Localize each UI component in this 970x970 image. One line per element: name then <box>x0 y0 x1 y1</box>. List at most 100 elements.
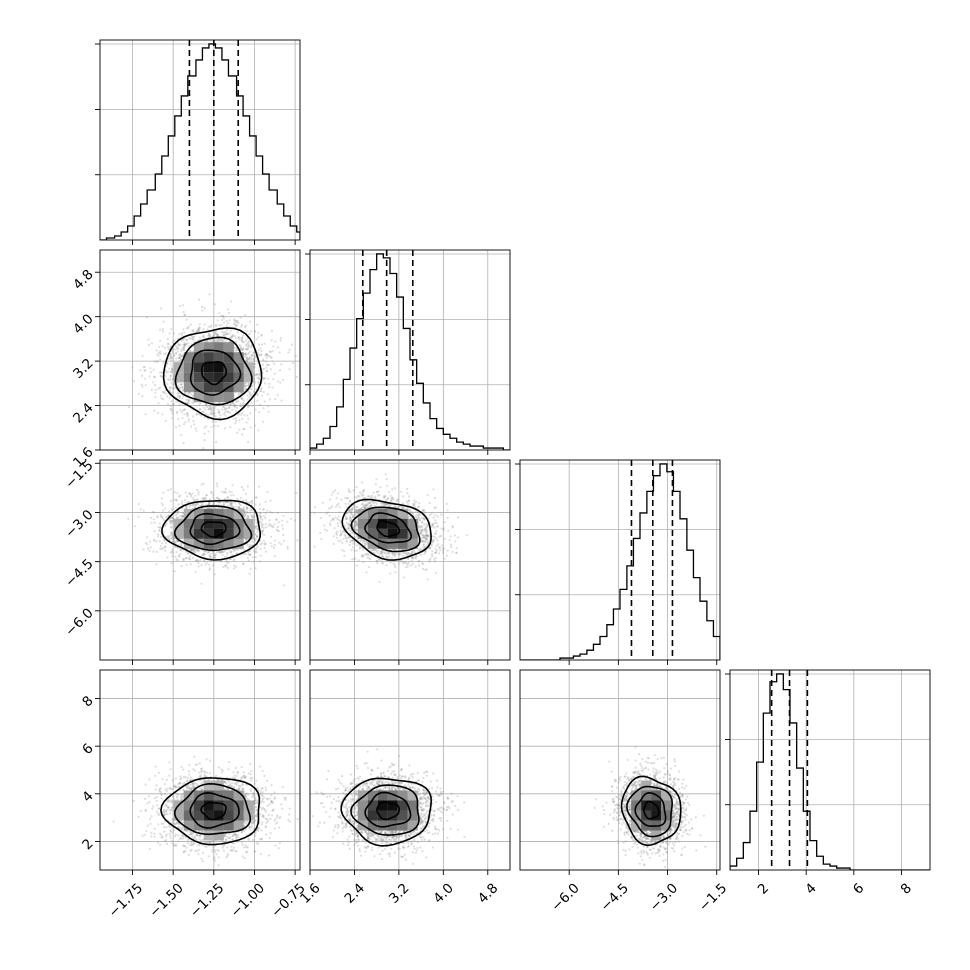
sample-point <box>231 505 234 508</box>
sample-point <box>202 334 205 337</box>
sample-point <box>222 491 225 494</box>
sample-point <box>152 550 155 553</box>
sample-point <box>246 510 249 513</box>
sample-point <box>211 407 214 410</box>
sample-point <box>267 524 270 527</box>
sample-point <box>183 344 186 347</box>
sample-point <box>225 500 228 504</box>
sample-point <box>206 551 209 554</box>
sample-point <box>244 352 247 356</box>
sample-point <box>178 356 181 359</box>
sample-point <box>192 394 195 397</box>
sample-point <box>255 338 258 341</box>
sample-point <box>248 501 251 504</box>
sample-point <box>245 356 249 359</box>
sample-point <box>188 418 191 421</box>
sample-point <box>204 403 208 406</box>
sample-point <box>177 356 180 359</box>
sample-point <box>169 520 172 523</box>
sample-point <box>172 536 175 539</box>
sample-point <box>245 348 249 351</box>
sample-point <box>127 517 130 520</box>
sample-point <box>169 488 172 491</box>
sample-point <box>223 490 226 493</box>
sample-point <box>237 392 240 395</box>
density-cell <box>203 352 214 363</box>
sample-point <box>251 556 254 559</box>
sample-point <box>170 368 173 371</box>
sample-point <box>144 542 147 545</box>
sample-point <box>256 535 259 538</box>
sample-point <box>184 421 187 424</box>
sample-point <box>169 376 172 379</box>
sample-point <box>171 517 174 520</box>
sample-point <box>171 548 174 551</box>
sample-point <box>157 387 160 390</box>
sample-point <box>179 408 182 411</box>
sample-point <box>206 405 209 409</box>
sample-point <box>194 498 198 501</box>
sample-point <box>246 348 249 351</box>
sample-point <box>277 380 280 383</box>
sample-point <box>247 341 250 344</box>
sample-point <box>197 330 200 333</box>
sample-point <box>243 548 246 552</box>
sample-point <box>250 500 253 503</box>
sample-point <box>250 354 253 357</box>
sample-point <box>262 420 265 423</box>
sample-point <box>159 371 162 374</box>
sample-point <box>176 540 179 543</box>
sample-point <box>231 335 234 338</box>
sample-point <box>163 539 166 542</box>
sample-point <box>175 539 179 542</box>
sample-point <box>208 502 211 505</box>
sample-point <box>261 523 264 527</box>
sample-point <box>264 542 267 545</box>
sample-point <box>269 524 272 527</box>
density-cell <box>223 538 234 549</box>
sample-point <box>238 502 241 506</box>
sample-point <box>169 370 172 373</box>
sample-point <box>218 411 221 414</box>
sample-point <box>258 503 262 506</box>
sample-point <box>173 386 176 389</box>
sample-point <box>330 519 333 522</box>
sample-point <box>189 350 192 353</box>
sample-point <box>195 404 198 407</box>
density-cell <box>223 362 234 373</box>
contour-1 <box>189 512 241 546</box>
sample-point <box>170 410 173 413</box>
sample-point <box>228 311 231 314</box>
sample-point <box>171 368 174 371</box>
density-cell <box>173 528 184 539</box>
sample-point <box>169 357 172 360</box>
sample-point <box>233 564 236 567</box>
sample-point <box>244 314 247 317</box>
sample-point <box>252 352 255 355</box>
sample-point <box>246 506 249 509</box>
sample-point <box>267 377 270 380</box>
sample-point <box>205 494 208 497</box>
sample-point <box>175 357 178 360</box>
sample-point <box>191 548 194 551</box>
sample-point <box>188 399 191 402</box>
sample-point <box>205 494 208 497</box>
axis-frame <box>309 249 511 451</box>
sample-point <box>260 542 264 545</box>
density-cell <box>193 372 204 383</box>
sample-point <box>212 556 215 559</box>
sample-point <box>155 349 158 352</box>
sample-point <box>280 543 283 546</box>
sample-point <box>268 385 271 389</box>
sample-point <box>190 425 193 428</box>
sample-point <box>180 383 183 386</box>
sample-point <box>217 340 220 343</box>
sample-point <box>175 346 178 349</box>
sample-point <box>246 515 249 518</box>
sample-point <box>247 347 250 350</box>
sample-point <box>160 307 163 310</box>
sample-point <box>169 519 172 522</box>
sample-point <box>185 557 188 560</box>
density-cell <box>173 372 184 383</box>
sample-point <box>282 539 286 543</box>
